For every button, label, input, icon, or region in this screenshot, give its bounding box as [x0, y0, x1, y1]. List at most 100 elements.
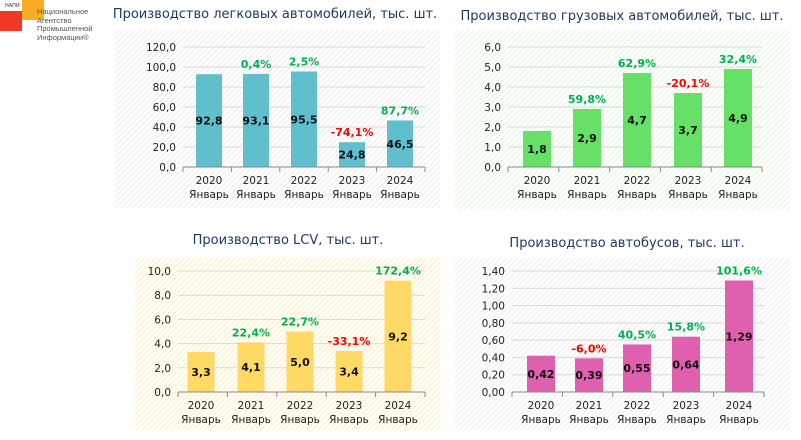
chart-title: Производство LCV, тыс. шт. — [193, 233, 384, 248]
x-tick-label: Январь — [567, 189, 607, 201]
x-tick-label: Январь — [332, 189, 372, 201]
x-tick-label: Январь — [329, 414, 369, 426]
x-tick-label: Январь — [380, 189, 420, 201]
x-tick-label: 2022 — [287, 400, 314, 412]
chart-1: Производство легковых автомобилей, тыс. … — [113, 7, 440, 208]
change-label: 101,6% — [716, 265, 762, 278]
y-tick-label: 5,0 — [484, 62, 501, 74]
y-tick-label: 8,0 — [154, 290, 171, 302]
x-tick-label: 2020 — [196, 175, 223, 187]
x-tick-label: 2024 — [385, 400, 412, 412]
y-tick-label: 0,0 — [154, 387, 171, 399]
x-tick-label: Январь — [280, 414, 320, 426]
y-tick-label: 120,0 — [146, 42, 176, 54]
value-label: 3,7 — [678, 124, 698, 137]
change-label: -20,1% — [667, 77, 710, 90]
x-tick-label: 2020 — [188, 400, 215, 412]
bar — [339, 142, 365, 167]
chart-title: Производство легковых автомобилей, тыс. … — [113, 7, 437, 22]
y-tick-label: 0,20 — [482, 370, 505, 382]
logo-orange-square — [22, 0, 44, 20]
y-tick-label: 6,0 — [484, 42, 501, 54]
bar — [672, 336, 700, 392]
x-tick-label: Январь — [668, 189, 708, 201]
y-tick-label: 1,40 — [482, 266, 505, 278]
logo-text: Национальное Агентство Промышленной Инфо… — [37, 7, 93, 42]
value-label: 0,55 — [623, 362, 650, 375]
x-tick-label: Январь — [718, 189, 758, 201]
x-tick-label: 2020 — [524, 175, 551, 187]
change-label: 15,8% — [667, 321, 705, 334]
bar — [573, 109, 601, 167]
change-label: 22,7% — [281, 316, 319, 329]
change-label: 172,4% — [375, 265, 421, 278]
y-tick-label: 2,0 — [484, 122, 501, 134]
bar — [527, 355, 555, 392]
y-tick-label: 20,0 — [153, 142, 176, 154]
x-tick-label: 2024 — [726, 400, 753, 412]
x-tick-label: Январь — [378, 414, 418, 426]
x-tick-label: Январь — [231, 414, 271, 426]
chart-background — [115, 30, 440, 208]
value-label: 3,3 — [191, 366, 211, 379]
change-label: 2,5% — [289, 56, 320, 69]
x-tick-label: Январь — [617, 189, 657, 201]
logo-line: Агентство — [37, 15, 72, 25]
bar — [674, 93, 702, 167]
value-label: 46,5 — [386, 138, 413, 151]
chart-title: Производство грузовых автомобилей, тыс. … — [460, 9, 783, 24]
x-tick-label: 2024 — [725, 175, 752, 187]
change-label: -33,1% — [328, 335, 371, 348]
y-tick-label: 4,0 — [484, 82, 501, 94]
change-label: 22,4% — [232, 326, 270, 339]
logo-line: Национальное — [37, 7, 89, 16]
y-tick-label: 2,0 — [154, 363, 171, 375]
y-tick-label: 0,0 — [159, 162, 176, 174]
x-tick-label: 2021 — [574, 175, 601, 187]
x-tick-label: Январь — [666, 414, 706, 426]
bar — [387, 120, 413, 167]
y-tick-label: 6,0 — [154, 314, 171, 326]
x-tick-label: 2023 — [675, 175, 702, 187]
y-tick-label: 1,0 — [484, 142, 501, 154]
y-tick-label: 4,0 — [154, 339, 171, 351]
bar — [291, 71, 317, 167]
change-label: 62,9% — [618, 57, 656, 70]
x-tick-label: 2020 — [528, 400, 555, 412]
bar — [243, 73, 269, 167]
x-tick-label: 2021 — [576, 400, 603, 412]
bar — [335, 350, 363, 392]
x-tick-label: 2022 — [624, 400, 651, 412]
chart-4: Производство автобусов, тыс. шт. 0,00 0,20… — [455, 236, 790, 430]
y-tick-label: 3,0 — [484, 102, 501, 114]
chart-title: Производство автобусов, тыс. шт. — [509, 236, 744, 251]
x-tick-label: 2023 — [336, 400, 363, 412]
logo-abbrev: НАПИ — [5, 3, 20, 9]
value-label: 3,4 — [339, 365, 359, 378]
change-label: 59,8% — [568, 93, 606, 106]
x-tick-label: Январь — [719, 414, 759, 426]
y-tick-label: 0,40 — [482, 352, 505, 364]
x-tick-label: 2022 — [624, 175, 651, 187]
change-label: 40,5% — [618, 328, 656, 341]
value-label: 24,8 — [338, 149, 365, 162]
y-tick-label: 40,0 — [153, 122, 176, 134]
y-tick-label: 80,0 — [153, 82, 176, 94]
x-tick-label: Январь — [181, 414, 221, 426]
x-tick-label: 2021 — [243, 175, 270, 187]
bar — [237, 342, 265, 392]
x-tick-label: Январь — [189, 189, 229, 201]
bar — [623, 73, 651, 167]
value-label: 4,9 — [728, 112, 748, 125]
value-label: 0,64 — [672, 358, 699, 371]
y-tick-label: 100,0 — [146, 62, 176, 74]
change-label: 87,7% — [381, 105, 419, 118]
y-tick-label: 0,80 — [482, 318, 505, 330]
value-label: 9,2 — [388, 330, 408, 343]
value-label: 5,0 — [290, 356, 310, 369]
logo: НАПИ Национальное Агентство Промышленной… — [0, 0, 140, 50]
x-tick-label: Январь — [284, 189, 324, 201]
value-label: 0,42 — [527, 368, 554, 381]
x-tick-label: 2024 — [387, 175, 414, 187]
